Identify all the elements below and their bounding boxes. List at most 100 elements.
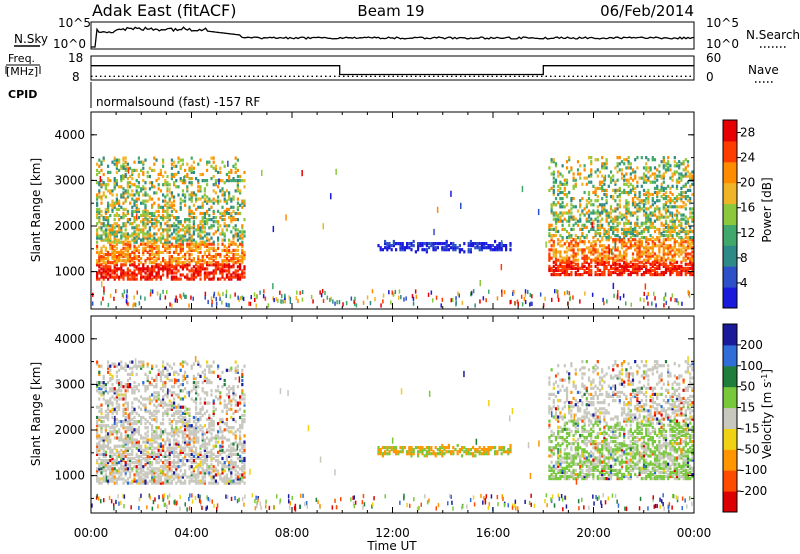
echo-cell <box>548 248 551 252</box>
echo-cell <box>144 275 147 279</box>
echo-cell <box>197 255 200 259</box>
echo-cell <box>662 203 665 207</box>
echo-cell <box>175 295 177 300</box>
echo-cell <box>342 302 344 307</box>
echo-cell <box>634 174 637 178</box>
echo-cell <box>96 259 99 263</box>
echo-cell <box>217 265 220 269</box>
echo-cell <box>153 395 156 399</box>
echo-cell <box>214 168 217 172</box>
echo-cell <box>124 448 127 452</box>
colorbar-frame <box>722 119 738 309</box>
echo-cell <box>177 222 180 226</box>
echo-cell <box>461 300 464 305</box>
echo-cell <box>243 203 246 207</box>
echo-cell <box>239 230 242 234</box>
echo-cell <box>554 221 558 225</box>
echo-cell <box>686 252 690 256</box>
echo-cell <box>98 436 101 440</box>
echo-cell <box>312 299 314 304</box>
echo-cell <box>620 238 624 242</box>
echo-cell <box>96 424 99 428</box>
echo-cell <box>120 467 123 471</box>
echo-cell <box>162 422 165 426</box>
echo-cell <box>173 448 176 452</box>
echo-cell <box>649 262 652 266</box>
echo-cell <box>669 250 672 254</box>
echo-cell <box>98 261 101 265</box>
echo-cell <box>148 232 151 236</box>
echo-cell <box>645 250 648 254</box>
echo-cell <box>188 261 191 265</box>
echo-cell <box>175 185 178 189</box>
echo-cell <box>647 188 650 192</box>
echo-cell <box>201 195 204 199</box>
echo-cell <box>195 197 198 201</box>
echo-cell <box>572 197 575 201</box>
echo-cell <box>662 227 665 231</box>
echo-cell <box>197 261 200 265</box>
echo-cell <box>96 459 99 463</box>
echo-cell <box>144 405 147 409</box>
echo-cell <box>155 263 158 267</box>
echo-cell <box>638 252 641 256</box>
echo-cell <box>636 207 639 211</box>
echo-cell <box>133 381 136 385</box>
echo-cell <box>587 190 591 195</box>
echo-cell <box>614 199 617 203</box>
echo-cell <box>195 199 198 203</box>
echo-cell <box>135 209 138 213</box>
echo-cell <box>135 224 138 228</box>
echo-cell <box>568 215 571 219</box>
echo-cell <box>234 252 237 257</box>
echo-cell <box>570 246 573 250</box>
echo-cell <box>168 183 171 187</box>
echo-cell <box>140 444 143 448</box>
echo-cell <box>474 242 477 246</box>
echo-cell <box>104 218 107 222</box>
echo-cell <box>175 442 178 446</box>
echo-cell <box>662 270 665 275</box>
echo-cell <box>680 227 683 231</box>
echo-cell <box>634 170 637 174</box>
echo-cell <box>137 428 140 432</box>
echo-cell <box>206 261 209 265</box>
echo-cell <box>636 246 639 250</box>
echo-cell <box>168 364 171 368</box>
echo-cell <box>107 257 110 261</box>
echo-cell <box>609 205 613 209</box>
echo-cell <box>109 389 112 393</box>
echo-cell <box>605 236 608 240</box>
echo-cell <box>554 203 558 207</box>
echo-cell <box>667 234 670 238</box>
echo-cell <box>594 192 597 197</box>
echo-cell <box>228 170 231 174</box>
echo-cell <box>133 302 135 307</box>
echo-cell <box>197 228 200 232</box>
echo-cell <box>135 226 138 230</box>
echo-cell <box>689 199 692 203</box>
echo-cell <box>228 224 231 228</box>
echo-cell <box>656 217 659 221</box>
echo-cell <box>275 297 278 302</box>
echo-cell <box>188 193 191 197</box>
echo-cell <box>596 195 599 199</box>
echo-cell <box>203 211 206 216</box>
echo-cell <box>221 228 224 232</box>
echo-cell <box>184 275 187 279</box>
echo-cell <box>667 256 670 260</box>
echo-cell <box>228 250 231 254</box>
echo-cell <box>680 238 683 242</box>
echo-cell <box>561 164 564 168</box>
echo-cell <box>399 246 402 250</box>
echo-cell <box>102 222 105 226</box>
echo-cell <box>159 168 162 172</box>
echo-cell <box>126 422 129 426</box>
echo-cell <box>579 299 581 304</box>
echo-cell <box>168 199 171 203</box>
echo-cell <box>660 186 663 190</box>
echo-cell <box>236 265 239 269</box>
echo-cell <box>111 479 114 483</box>
date-title: 06/Feb/2014 <box>600 2 694 20</box>
echo-cell <box>232 205 235 209</box>
